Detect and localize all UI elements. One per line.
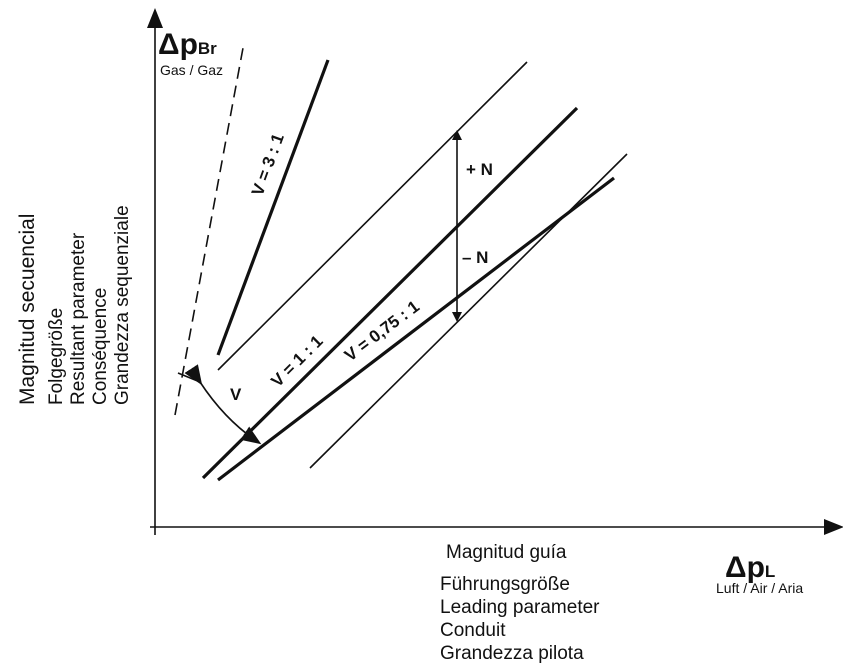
y-symbol: ΔpBr <box>158 28 217 61</box>
y-label: Magnitud secuencial <box>16 214 39 405</box>
x-label: Leading parameter <box>440 597 600 618</box>
y-medium: Gas / Gaz <box>160 62 223 78</box>
ratio-label: V = 3 : 1 <box>248 131 288 198</box>
line-075-1 <box>217 176 615 482</box>
x-label: Magnitud guía <box>446 542 567 563</box>
y-label: Grandezza sequenziale <box>112 205 133 405</box>
ratio-label: V = 1 : 1 <box>267 332 326 391</box>
line-3-1 <box>216 59 330 356</box>
minus-n: – N <box>462 248 488 267</box>
upper-tolerance <box>217 61 528 371</box>
plus-n: + N <box>466 160 493 179</box>
line-1-1 <box>201 106 579 480</box>
x-symbol: ΔpL <box>725 551 775 584</box>
y-label: Conséquence <box>90 288 111 405</box>
y-label: Folgegröße <box>46 308 67 405</box>
angle-label: V <box>230 385 242 404</box>
x-label: Führungsgröße <box>440 574 570 595</box>
dashed-line <box>174 47 244 416</box>
lower-tolerance <box>309 153 628 469</box>
angle-arrow <box>184 364 262 445</box>
y-label: Resultant parameter <box>68 232 89 405</box>
spacer <box>177 372 201 383</box>
x-label: Grandezza pilota <box>440 643 584 664</box>
x-label: Conduit <box>440 620 506 641</box>
x-medium: Luft / Air / Aria <box>716 580 803 596</box>
